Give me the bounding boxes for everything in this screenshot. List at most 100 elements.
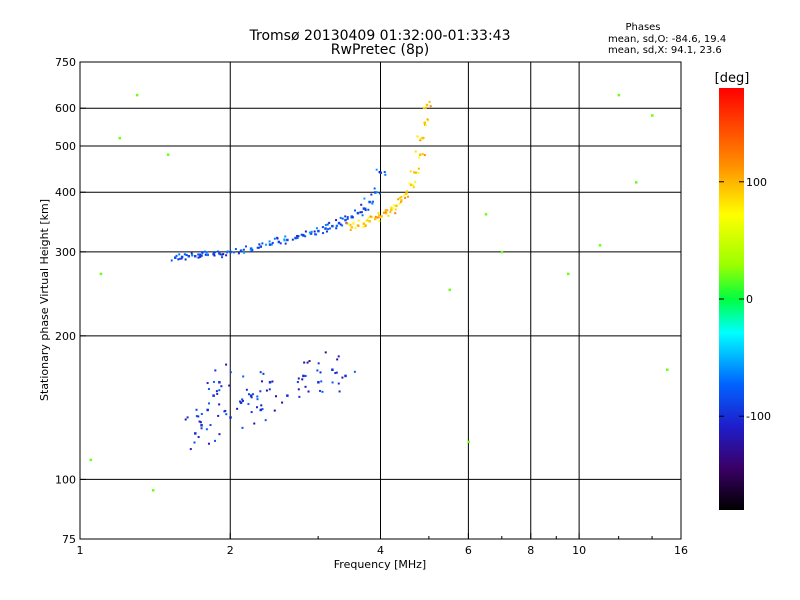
data-point-echo	[251, 393, 254, 396]
data-point-echo	[328, 221, 331, 224]
data-point-echo	[205, 251, 208, 254]
data-point-echo	[244, 245, 247, 248]
data-point-echo	[419, 139, 422, 142]
data-point	[384, 211, 388, 215]
data-point-echo	[177, 258, 180, 261]
data-point-echo	[191, 254, 194, 257]
data-point-echo	[378, 171, 381, 174]
data-point-echo	[207, 388, 210, 391]
data-point-echo	[419, 137, 422, 140]
data-point-echo	[214, 439, 217, 442]
data-point-echo	[180, 257, 183, 260]
data-point-echo	[232, 251, 235, 254]
data-point-echo	[207, 442, 210, 445]
data-point	[268, 381, 272, 384]
data-point-echo	[339, 216, 342, 219]
x-tick-label: 2	[227, 544, 234, 557]
data-point-echo	[322, 232, 325, 235]
data-point-echo	[380, 215, 383, 218]
data-point-echo	[206, 253, 209, 256]
data-point	[218, 252, 221, 255]
x-tick-label: 4	[377, 544, 384, 557]
data-point-echo	[183, 253, 186, 256]
data-point	[180, 255, 184, 259]
data-point-echo	[256, 246, 259, 249]
data-point-echo	[373, 187, 376, 190]
data-point	[598, 244, 602, 247]
data-point-echo	[417, 171, 420, 174]
phases-x-line: mean, sd,X: 94.1, 23.6	[608, 45, 722, 56]
data-point-echo	[349, 223, 352, 226]
data-point	[206, 408, 209, 412]
data-point-echo	[364, 225, 367, 228]
data-point-echo	[349, 229, 352, 232]
data-point-echo	[407, 195, 410, 198]
data-point	[425, 103, 429, 107]
data-point-echo	[360, 211, 363, 214]
data-point-echo	[221, 253, 224, 256]
data-point-echo	[399, 201, 402, 204]
data-point	[194, 255, 197, 258]
data-point	[448, 288, 452, 292]
data-point-echo	[206, 382, 209, 385]
data-point-echo	[341, 376, 344, 379]
data-point	[331, 224, 334, 228]
data-point-echo	[284, 242, 287, 245]
data-point-echo	[218, 389, 221, 392]
data-point-echo	[215, 390, 218, 393]
data-point-echo	[339, 223, 342, 226]
data-point	[239, 249, 243, 252]
data-point	[173, 256, 177, 259]
data-point-echo	[268, 240, 271, 243]
data-point-echo	[403, 194, 406, 197]
data-point-echo	[284, 235, 287, 238]
data-point-echo	[429, 105, 432, 108]
data-point-echo	[256, 395, 259, 398]
data-point-echo	[412, 186, 415, 189]
data-point-echo	[384, 211, 387, 214]
data-point-echo	[261, 380, 264, 383]
data-point	[151, 489, 155, 492]
data-point-echo	[200, 413, 203, 416]
data-point-echo	[225, 363, 228, 366]
data-point-echo	[362, 225, 365, 228]
data-point-echo	[321, 226, 324, 229]
y-tick-label: 500	[55, 140, 76, 153]
data-point-echo	[296, 234, 299, 237]
data-point-echo	[237, 252, 240, 255]
data-point	[356, 211, 360, 215]
data-point-echo	[376, 216, 379, 219]
data-point-echo	[193, 441, 196, 444]
data-point-echo	[350, 216, 353, 219]
data-point-echo	[383, 170, 386, 173]
data-point-echo	[229, 371, 232, 374]
data-point-echo	[195, 408, 198, 411]
data-point	[368, 220, 371, 223]
data-point-echo	[366, 219, 369, 222]
data-point-echo	[259, 371, 262, 374]
data-point	[229, 250, 232, 254]
colorbar-label: [deg]	[715, 71, 750, 86]
data-point	[666, 368, 669, 371]
data-point	[118, 136, 122, 140]
data-point-echo	[243, 251, 246, 254]
data-point-echo	[241, 399, 244, 402]
data-point-echo	[250, 396, 253, 399]
data-point-echo	[400, 195, 403, 198]
data-point-echo	[273, 237, 276, 240]
data-point-echo	[364, 209, 367, 212]
data-point-echo	[408, 182, 411, 185]
data-point-echo	[283, 239, 286, 242]
grid-layer	[80, 62, 682, 539]
data-point-echo	[198, 420, 201, 423]
data-point-echo	[364, 223, 367, 226]
data-point-echo	[250, 250, 253, 253]
data-point	[362, 222, 366, 225]
data-point-echo	[175, 254, 178, 257]
y-axis-label: Stationary phase Virtual Height [km]	[38, 199, 51, 401]
data-point	[89, 458, 93, 462]
data-point-echo	[217, 414, 220, 417]
data-point-echo	[271, 380, 274, 383]
data-point-echo	[386, 209, 389, 212]
data-point-echo	[416, 135, 419, 138]
